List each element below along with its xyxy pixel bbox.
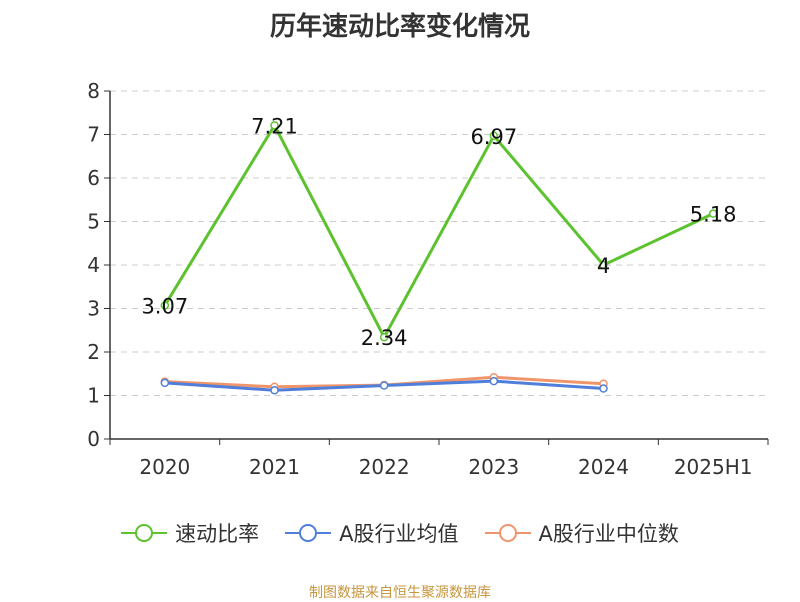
legend-swatch-industry-median bbox=[484, 524, 531, 542]
legend-item-quick-ratio[interactable]: 速动比率 bbox=[121, 518, 259, 548]
y-tick-label: 6 bbox=[87, 166, 100, 190]
x-tick-label: 2020 bbox=[139, 455, 190, 479]
data-point bbox=[708, 209, 718, 218]
series-line-0 bbox=[163, 123, 714, 339]
y-tick-label: 3 bbox=[87, 297, 100, 321]
x-tick-label: 2023 bbox=[468, 455, 519, 479]
data-label: 5.18 bbox=[690, 203, 737, 227]
y-tick-label: 0 bbox=[87, 427, 100, 451]
y-tick-label: 4 bbox=[87, 253, 100, 277]
data-point bbox=[489, 376, 499, 386]
y-tick-label: 8 bbox=[87, 79, 100, 103]
legend-label-industry-mean: A股行业均值 bbox=[339, 522, 459, 546]
x-tick-label: 2021 bbox=[249, 455, 300, 479]
y-tick-label: 7 bbox=[87, 123, 100, 147]
x-tick-label: 2022 bbox=[359, 455, 410, 479]
data-label: 3.07 bbox=[141, 294, 188, 318]
data-point bbox=[160, 378, 170, 388]
legend-item-industry-mean[interactable]: A股行业均值 bbox=[285, 518, 459, 548]
data-point bbox=[599, 260, 608, 270]
data-point bbox=[160, 301, 170, 310]
data-point bbox=[379, 381, 389, 390]
data-label: 6.97 bbox=[470, 125, 517, 149]
legend-label-industry-median: A股行业中位数 bbox=[538, 522, 679, 546]
data-label: 2.34 bbox=[361, 326, 408, 350]
data-label: 4 bbox=[597, 254, 610, 278]
data-label: 7.21 bbox=[251, 114, 298, 138]
data-point bbox=[489, 131, 499, 141]
data-point bbox=[379, 332, 389, 342]
legend-item-industry-median[interactable]: A股行业中位数 bbox=[484, 518, 679, 548]
data-point bbox=[599, 384, 608, 393]
legend-label-quick-ratio: 速动比率 bbox=[175, 522, 260, 546]
data-point bbox=[270, 386, 279, 395]
y-tick-label: 2 bbox=[87, 340, 100, 364]
chart-title: 历年速动比率变化情况 bbox=[269, 12, 530, 42]
data-point bbox=[270, 121, 279, 130]
source-note: 制图数据来自恒生聚源数据库 bbox=[309, 585, 491, 601]
legend-swatch-quick-ratio bbox=[121, 524, 168, 542]
y-tick-label: 5 bbox=[87, 210, 100, 234]
y-tick-label: 1 bbox=[87, 384, 100, 408]
legend-swatch-industry-mean bbox=[285, 524, 332, 542]
legend: 速动比率 A股行业均值 A股行业中位数 bbox=[0, 518, 800, 548]
x-tick-label: 2025H1 bbox=[674, 455, 753, 479]
x-tick-label: 2024 bbox=[578, 455, 629, 479]
